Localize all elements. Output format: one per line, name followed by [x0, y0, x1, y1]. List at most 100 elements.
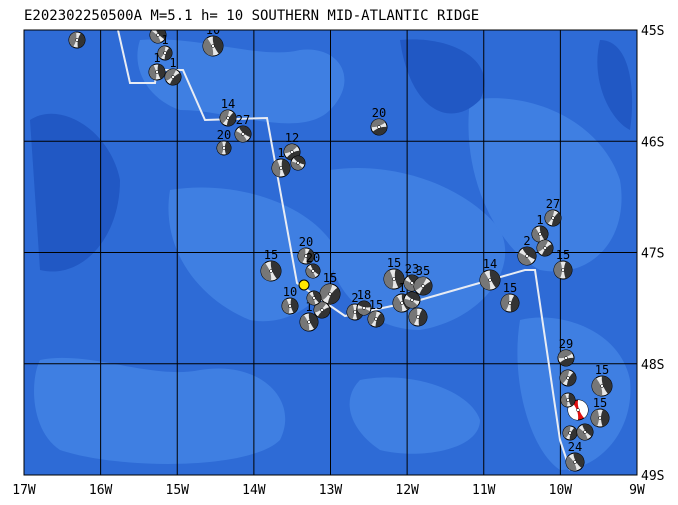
beachball-axis [568, 431, 572, 435]
beachball-axis [573, 460, 577, 464]
depth-label: 20 [299, 235, 313, 249]
beachball-quadrant [217, 141, 224, 155]
beachball [403, 291, 421, 309]
beachball [297, 247, 315, 265]
beachball-axis [416, 315, 420, 319]
beachball-quadrant [537, 240, 549, 252]
beachball-quadrant [601, 376, 612, 394]
beachball [305, 263, 321, 279]
beachball [517, 246, 537, 266]
beachball-quadrant [239, 126, 251, 138]
depth-label: 23 [405, 262, 419, 276]
depth-label: 2 [351, 291, 358, 305]
depth-label: 1 [305, 300, 312, 314]
beachball-quadrant [149, 64, 157, 80]
beachball [234, 125, 252, 143]
bathymetry [34, 39, 631, 470]
depth-label: 12 [285, 131, 299, 145]
beachball-axis [508, 301, 512, 305]
beachball-quadrant [393, 295, 403, 312]
beachball-axis [75, 38, 79, 42]
depth-label: 15 [369, 298, 383, 312]
beachball-quadrant [510, 295, 519, 312]
beachball [531, 225, 549, 243]
depth-label: 15 [593, 396, 607, 410]
beachball-axis [392, 277, 396, 281]
beachball [536, 239, 554, 257]
beachball-axis [226, 116, 230, 120]
beachball-axis [551, 216, 555, 220]
beachball-quadrant [489, 270, 500, 288]
depth-label: 14 [221, 97, 235, 111]
longitude-label: 13W [319, 483, 343, 498]
beachball-quadrant [406, 292, 420, 302]
depth-label: 15 [387, 256, 401, 270]
beachball-quadrant [404, 279, 416, 291]
beachball [591, 375, 613, 397]
beachball-axis [222, 146, 226, 150]
beachball-quadrant [591, 409, 599, 427]
beachball-quadrant [164, 47, 172, 60]
longitude-label: 14W [242, 483, 266, 498]
beachball-quadrant [532, 227, 541, 242]
graticule [24, 30, 637, 475]
depth-label: 14 [483, 257, 497, 271]
depth-label: 15 [70, 19, 84, 33]
beachball-quadrant [414, 277, 427, 291]
beachball-quadrant [320, 284, 333, 301]
latitude-label: 49S [641, 469, 664, 484]
depth-label: 18 [357, 288, 371, 302]
longitude-label: 10W [549, 483, 573, 498]
beachball-axis [307, 320, 311, 324]
beachball [281, 297, 299, 315]
beachball-quadrant [282, 298, 290, 314]
beachball-axis [583, 430, 587, 434]
beachball-quadrant [261, 263, 272, 281]
beachball-axis [525, 254, 529, 258]
beachball-axis [598, 416, 602, 420]
beachball-axis [362, 306, 366, 310]
beachball-quadrant [563, 426, 571, 439]
beachball-quadrant [551, 212, 561, 226]
beachball-axis [156, 33, 160, 37]
beachball-quadrant [272, 159, 281, 177]
beachball-quadrant [566, 372, 576, 386]
beachball [306, 290, 322, 306]
beachball-quadrant [306, 249, 314, 264]
beachball [271, 158, 291, 178]
longitude-label: 15W [166, 483, 190, 498]
beachball-quadrant [518, 252, 532, 265]
beachball-quadrant [212, 36, 223, 54]
depth-label: 1 [277, 146, 284, 160]
depth-label: 1 [169, 56, 176, 70]
beachball [367, 310, 385, 328]
beachball-axis [600, 384, 604, 388]
depth-label: 1 [536, 213, 543, 227]
beachball-quadrant [281, 159, 290, 177]
beachball [383, 268, 405, 290]
depth-label: 24 [568, 440, 582, 454]
beachball-quadrant [573, 453, 584, 469]
beachball-quadrant [226, 112, 236, 126]
deep-basins [30, 39, 633, 272]
longitude-label: 16W [89, 483, 113, 498]
beachball-quadrant [310, 264, 320, 275]
depth-label: 15 [595, 363, 609, 377]
beachball [408, 307, 428, 327]
depth-label: 29 [559, 337, 573, 351]
beachball [559, 369, 577, 387]
beachball [560, 392, 576, 408]
beachball-axis [328, 292, 332, 296]
beachball-axis [312, 296, 316, 300]
beachball-quadrant [384, 270, 394, 289]
beachball-axis [279, 166, 283, 170]
epicenter [298, 279, 310, 291]
beachball-axis [566, 376, 570, 380]
latitude-label: 45S [641, 24, 664, 39]
longitude-label: 12W [395, 483, 419, 498]
beachball [319, 283, 341, 305]
beachball [413, 276, 433, 296]
beachball-axis [311, 269, 315, 273]
